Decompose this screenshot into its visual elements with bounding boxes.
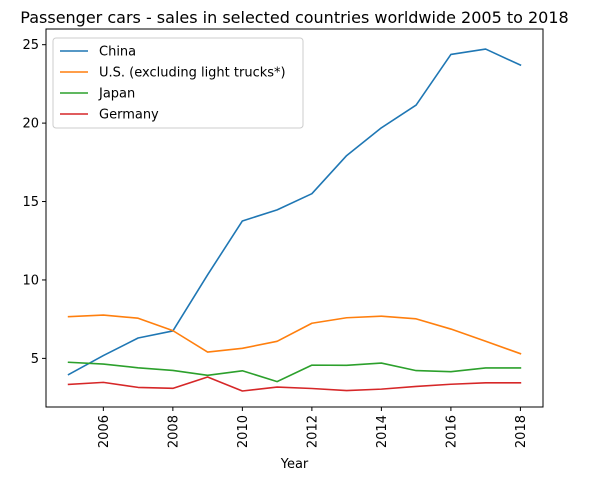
data-point-china-2012 xyxy=(310,192,313,195)
data-point-u-s-excluding-light-trucks-2009 xyxy=(206,351,209,354)
data-point-u-s-excluding-light-trucks-2008 xyxy=(171,329,174,332)
legend: China U.S. (excluding light trucks*) Japan… xyxy=(53,38,303,128)
y-tick-label: 20 xyxy=(22,117,39,132)
data-point-germany-2007 xyxy=(137,386,140,389)
x-tick-label: 2016 xyxy=(444,415,459,448)
data-point-u-s-excluding-light-trucks-2017 xyxy=(484,340,487,343)
x-tick-label: 2010 xyxy=(236,415,251,448)
data-point-china-2011 xyxy=(276,208,279,211)
x-tick-label: 2008 xyxy=(166,415,181,448)
data-point-japan-2018 xyxy=(519,366,522,369)
data-point-japan-2011 xyxy=(276,380,279,383)
data-point-japan-2013 xyxy=(345,364,348,367)
data-point-china-2018 xyxy=(519,64,522,67)
legend-box xyxy=(53,38,303,128)
data-point-germany-2016 xyxy=(449,383,452,386)
data-point-china-2017 xyxy=(484,48,487,51)
data-point-china-2013 xyxy=(345,154,348,157)
data-point-japan-2005 xyxy=(67,361,70,364)
y-tick-label: 10 xyxy=(22,273,39,288)
data-point-u-s-excluding-light-trucks-2012 xyxy=(310,322,313,325)
data-point-japan-2014 xyxy=(380,362,383,365)
legend-label-china: China xyxy=(99,45,136,60)
data-point-china-2010 xyxy=(241,219,244,222)
data-point-germany-2005 xyxy=(67,383,70,386)
data-point-japan-2012 xyxy=(310,364,313,367)
data-point-china-2009 xyxy=(206,273,209,276)
data-point-japan-2016 xyxy=(449,370,452,373)
data-point-china-2005 xyxy=(67,373,70,376)
series-line-u-s-excluding-light-trucks xyxy=(69,315,521,354)
data-point-japan-2010 xyxy=(241,369,244,372)
series-line-germany xyxy=(69,377,521,391)
data-point-china-2016 xyxy=(449,53,452,56)
data-point-u-s-excluding-light-trucks-2014 xyxy=(380,315,383,318)
data-point-china-2014 xyxy=(380,126,383,129)
data-point-germany-2014 xyxy=(380,388,383,391)
data-point-japan-2006 xyxy=(102,363,105,366)
data-point-china-2006 xyxy=(102,354,105,357)
data-point-germany-2018 xyxy=(519,381,522,384)
data-point-japan-2017 xyxy=(484,366,487,369)
chart-title: Passenger cars - sales in selected count… xyxy=(20,8,568,27)
data-point-germany-2011 xyxy=(276,386,279,389)
x-axis-label: Year xyxy=(280,457,309,472)
data-point-china-2015 xyxy=(415,104,418,107)
series-line-japan xyxy=(69,362,521,381)
data-point-germany-2017 xyxy=(484,381,487,384)
data-point-germany-2010 xyxy=(241,390,244,393)
data-point-u-s-excluding-light-trucks-2015 xyxy=(415,317,418,320)
data-point-germany-2015 xyxy=(415,385,418,388)
data-point-germany-2012 xyxy=(310,387,313,390)
data-point-u-s-excluding-light-trucks-2018 xyxy=(519,352,522,355)
y-tick-label: 5 xyxy=(31,352,39,367)
data-point-japan-2015 xyxy=(415,369,418,372)
data-point-germany-2009 xyxy=(206,376,209,379)
x-tick-label: 2012 xyxy=(305,415,320,448)
data-point-u-s-excluding-light-trucks-2013 xyxy=(345,316,348,319)
data-point-germany-2008 xyxy=(171,387,174,390)
data-point-japan-2007 xyxy=(137,366,140,369)
data-point-u-s-excluding-light-trucks-2006 xyxy=(102,314,105,317)
data-point-china-2007 xyxy=(137,336,140,339)
legend-label-japan: Japan xyxy=(98,87,135,102)
legend-label-u-s-excluding-light-trucks: U.S. (excluding light trucks*) xyxy=(99,66,286,81)
data-point-u-s-excluding-light-trucks-2005 xyxy=(67,315,70,318)
x-tick-label: 2014 xyxy=(375,415,390,448)
data-point-japan-2008 xyxy=(171,369,174,372)
x-tick-label: 2018 xyxy=(514,415,529,448)
y-axis-ticks: 5 10 15 20 25 xyxy=(22,38,46,367)
data-point-u-s-excluding-light-trucks-2011 xyxy=(276,340,279,343)
data-point-u-s-excluding-light-trucks-2007 xyxy=(137,317,140,320)
data-point-germany-2006 xyxy=(102,381,105,384)
x-axis-ticks: 2006 2008 2010 2012 2014 2016 2018 xyxy=(97,407,529,448)
y-tick-label: 25 xyxy=(22,38,39,53)
data-point-u-s-excluding-light-trucks-2010 xyxy=(241,347,244,350)
data-point-u-s-excluding-light-trucks-2016 xyxy=(449,328,452,331)
data-point-germany-2013 xyxy=(345,389,348,392)
legend-label-germany: Germany xyxy=(99,108,159,123)
x-tick-label: 2006 xyxy=(97,415,112,448)
y-tick-label: 15 xyxy=(22,195,39,210)
